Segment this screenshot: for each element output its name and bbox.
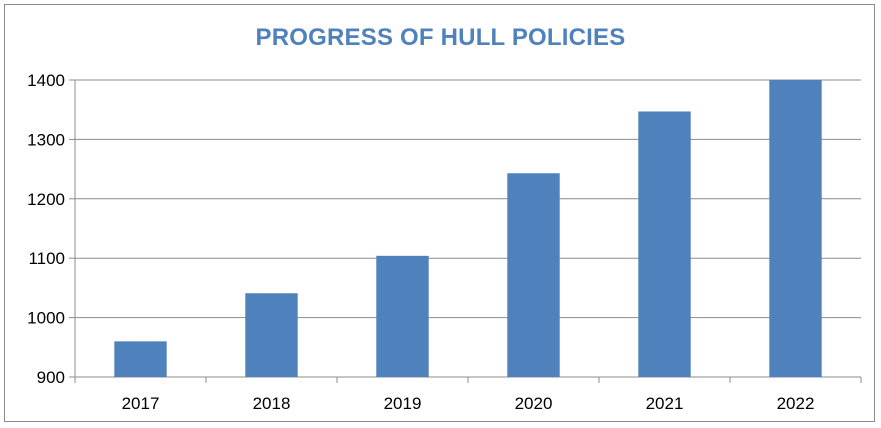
bar-2020 — [507, 173, 560, 377]
y-tick-label: 1400 — [27, 71, 65, 90]
y-tick-label: 1200 — [27, 190, 65, 209]
x-tick-label: 2021 — [646, 394, 684, 413]
x-tick-label: 2017 — [122, 394, 160, 413]
bars — [114, 80, 822, 378]
gridlines — [75, 79, 861, 319]
bar-2021 — [638, 111, 691, 378]
y-tick-label: 1100 — [28, 249, 65, 268]
axes — [69, 79, 862, 383]
bar-2018 — [245, 293, 298, 377]
bar-2019 — [376, 255, 429, 377]
y-tick-label: 1000 — [27, 309, 65, 328]
chart-title: PROGRESS OF HULL POLICIES — [255, 24, 626, 51]
x-tick-label: 2018 — [253, 394, 291, 413]
y-tick-label: 1300 — [27, 130, 65, 149]
x-tick-label: 2020 — [515, 394, 553, 413]
bar-2022 — [769, 80, 822, 377]
x-tick-labels: 2017 2018 2019 2020 2021 2022 — [122, 394, 815, 413]
bar-2017 — [114, 341, 167, 377]
y-tick-labels: 900 1000 1100 1200 1300 1400 — [27, 71, 65, 387]
x-tick-label: 2022 — [777, 394, 815, 413]
y-tick-label: 900 — [37, 368, 65, 387]
x-tick-label: 2019 — [384, 394, 422, 413]
